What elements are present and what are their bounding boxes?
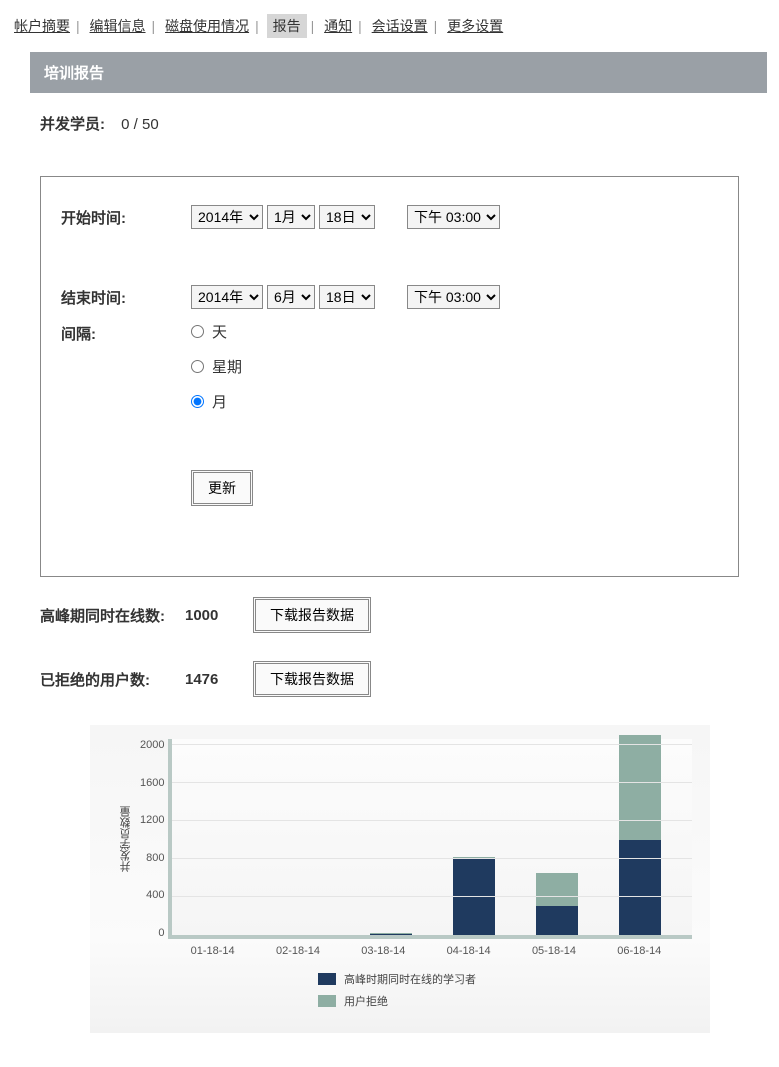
interval-row: 间隔: 天 星期 月: [61, 321, 718, 412]
banner-title: 培训报告: [44, 65, 104, 82]
start-selects: 2014年 1月 18日 下午 03:00: [191, 205, 500, 229]
chart-y-tick: 1200: [140, 814, 164, 826]
start-month-select[interactable]: 1月: [267, 205, 315, 229]
chart-x-tick: 05-18-14: [524, 945, 584, 957]
chart-y-tick: 2000: [140, 739, 164, 751]
legend-peak-swatch: [318, 973, 336, 985]
nav-sep: |: [152, 18, 156, 34]
legend-rejected: 用户拒绝: [318, 993, 692, 1009]
chart-bar-seg-peak: [536, 906, 578, 935]
interval-month-label: 月: [212, 391, 227, 412]
chart-x-ticks: 01-18-14 02-18-14 03-18-14 04-18-14 05-18-14…: [160, 939, 692, 957]
legend-rejected-label: 用户拒绝: [344, 993, 388, 1009]
chart-bar-seg-peak: [370, 934, 412, 935]
interval-day-label: 天: [212, 321, 227, 342]
chart-y-ticks: 2000 1600 1200 800 400 0: [140, 739, 168, 939]
start-time-label: 开始时间:: [61, 205, 191, 228]
start-hour-select[interactable]: 下午 03:00: [407, 205, 500, 229]
chart-gridline: [172, 820, 692, 821]
chart-x-tick: 06-18-14: [609, 945, 669, 957]
chart-y-axis-title: 并发学员数量: [118, 739, 134, 939]
nav-sep: |: [311, 18, 315, 34]
download-peak-button[interactable]: 下载报告数据: [253, 597, 371, 633]
rejected-stat-value: 1476: [185, 671, 245, 688]
chart-y-tick: 0: [158, 927, 164, 939]
report-form-panel: 开始时间: 2014年 1月 18日 下午 03:00 结束时间: 2014年 …: [40, 176, 739, 577]
update-button[interactable]: 更新: [191, 470, 253, 506]
chart-y-tick: 800: [146, 852, 164, 864]
chart-bar-seg-peak: [453, 859, 495, 935]
chart-bar-seg-rejected: [536, 873, 578, 906]
interval-day-radio[interactable]: [191, 325, 204, 338]
interval-month-radio[interactable]: [191, 395, 204, 408]
chart-container: 并发学员数量 2000 1600 1200 800 400 0 01-18-14 02-18…: [90, 725, 710, 1033]
end-day-select[interactable]: 18日: [319, 285, 375, 309]
chart-area: 并发学员数量 2000 1600 1200 800 400 0: [118, 739, 692, 939]
chart-bar-seg-rejected: [619, 735, 661, 840]
chart-bar: [370, 933, 412, 935]
page-banner: 培训报告: [30, 52, 767, 93]
start-time-row: 开始时间: 2014年 1月 18日 下午 03:00: [61, 205, 718, 229]
rejected-stat-label: 已拒绝的用户数:: [40, 669, 185, 690]
top-nav: 帐户摘要| 编辑信息| 磁盘使用情况| 报告| 通知| 会话设置| 更多设置: [0, 0, 779, 46]
nav-sep: |: [434, 18, 438, 34]
peak-stat-label: 高峰期同时在线数:: [40, 605, 185, 626]
chart-bar-seg-peak: [619, 840, 661, 935]
chart-x-tick: 03-18-14: [353, 945, 413, 957]
stats-section: 高峰期同时在线数: 1000 下载报告数据 已拒绝的用户数: 1476 下载报告…: [40, 597, 779, 697]
chart-gridline: [172, 896, 692, 897]
chart-bars: [172, 739, 692, 935]
interval-options: 天 星期 月: [191, 321, 242, 412]
legend-rejected-swatch: [318, 995, 336, 1007]
nav-reports[interactable]: 报告: [267, 14, 307, 38]
end-hour-select[interactable]: 下午 03:00: [407, 285, 500, 309]
concurrent-label: 并发学员:: [40, 116, 105, 133]
end-year-select[interactable]: 2014年: [191, 285, 263, 309]
nav-account-summary[interactable]: 帐户摘要: [12, 14, 72, 38]
interval-week-radio[interactable]: [191, 360, 204, 373]
legend-peak: 高峰时期同时在线的学习者: [318, 971, 692, 987]
nav-edit-info[interactable]: 编辑信息: [88, 14, 148, 38]
interval-week-option[interactable]: 星期: [191, 356, 242, 377]
nav-notifications[interactable]: 通知: [322, 14, 354, 38]
start-year-select[interactable]: 2014年: [191, 205, 263, 229]
legend-peak-label: 高峰时期同时在线的学习者: [344, 971, 476, 987]
chart-gridline: [172, 744, 692, 745]
update-button-row: 更新: [191, 470, 718, 506]
end-month-select[interactable]: 6月: [267, 285, 315, 309]
chart-x-tick: 02-18-14: [268, 945, 328, 957]
chart-x-tick: 01-18-14: [183, 945, 243, 957]
chart-gridline: [172, 858, 692, 859]
nav-sep: |: [255, 18, 259, 34]
nav-disk-usage[interactable]: 磁盘使用情况: [163, 14, 251, 38]
chart-y-tick: 1600: [140, 777, 164, 789]
peak-stat-row: 高峰期同时在线数: 1000 下载报告数据: [40, 597, 779, 633]
interval-day-option[interactable]: 天: [191, 321, 242, 342]
peak-stat-value: 1000: [185, 607, 245, 624]
concurrent-row: 并发学员: 0 / 50: [0, 93, 779, 148]
end-time-label: 结束时间:: [61, 285, 191, 308]
interval-month-option[interactable]: 月: [191, 391, 242, 412]
chart-legend: 高峰时期同时在线的学习者 用户拒绝: [318, 971, 692, 1009]
chart-y-tick: 400: [146, 889, 164, 901]
end-time-row: 结束时间: 2014年 6月 18日 下午 03:00: [61, 285, 718, 309]
concurrent-value: 0 / 50: [121, 116, 159, 133]
nav-sep: |: [358, 18, 362, 34]
chart-gridline: [172, 782, 692, 783]
download-rejected-button[interactable]: 下载报告数据: [253, 661, 371, 697]
interval-label: 间隔:: [61, 321, 191, 344]
chart-x-tick: 04-18-14: [439, 945, 499, 957]
end-selects: 2014年 6月 18日 下午 03:00: [191, 285, 500, 309]
rejected-stat-row: 已拒绝的用户数: 1476 下载报告数据: [40, 661, 779, 697]
nav-sep: |: [76, 18, 80, 34]
nav-more-settings[interactable]: 更多设置: [445, 14, 505, 38]
chart-bar: [536, 873, 578, 935]
chart-plot: [168, 739, 692, 939]
nav-session-settings[interactable]: 会话设置: [370, 14, 430, 38]
start-day-select[interactable]: 18日: [319, 205, 375, 229]
interval-week-label: 星期: [212, 356, 242, 377]
chart-bar: [619, 735, 661, 935]
